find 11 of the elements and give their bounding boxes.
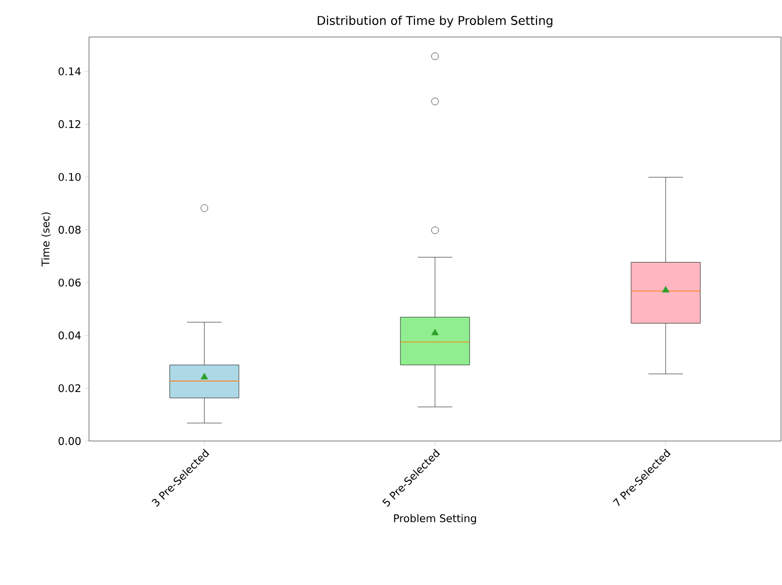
y-tick-label: 0.04: [58, 331, 81, 340]
y-axis-title: Time (sec): [41, 212, 51, 266]
y-tick-label: 0.00: [58, 437, 81, 445]
x-axis-title: Problem Setting: [394, 514, 476, 524]
y-tick-label: 0.14: [58, 67, 81, 76]
y-tick-label: 0.10: [58, 172, 81, 181]
y-tick-label: 0.06: [58, 278, 81, 287]
y-tick-label: 0.12: [58, 120, 80, 128]
y-tick-label: 0.08: [58, 226, 81, 234]
chart-title: Distribution of Time by Problem Setting: [318, 16, 552, 28]
y-tick-label: 0.02: [58, 384, 80, 392]
